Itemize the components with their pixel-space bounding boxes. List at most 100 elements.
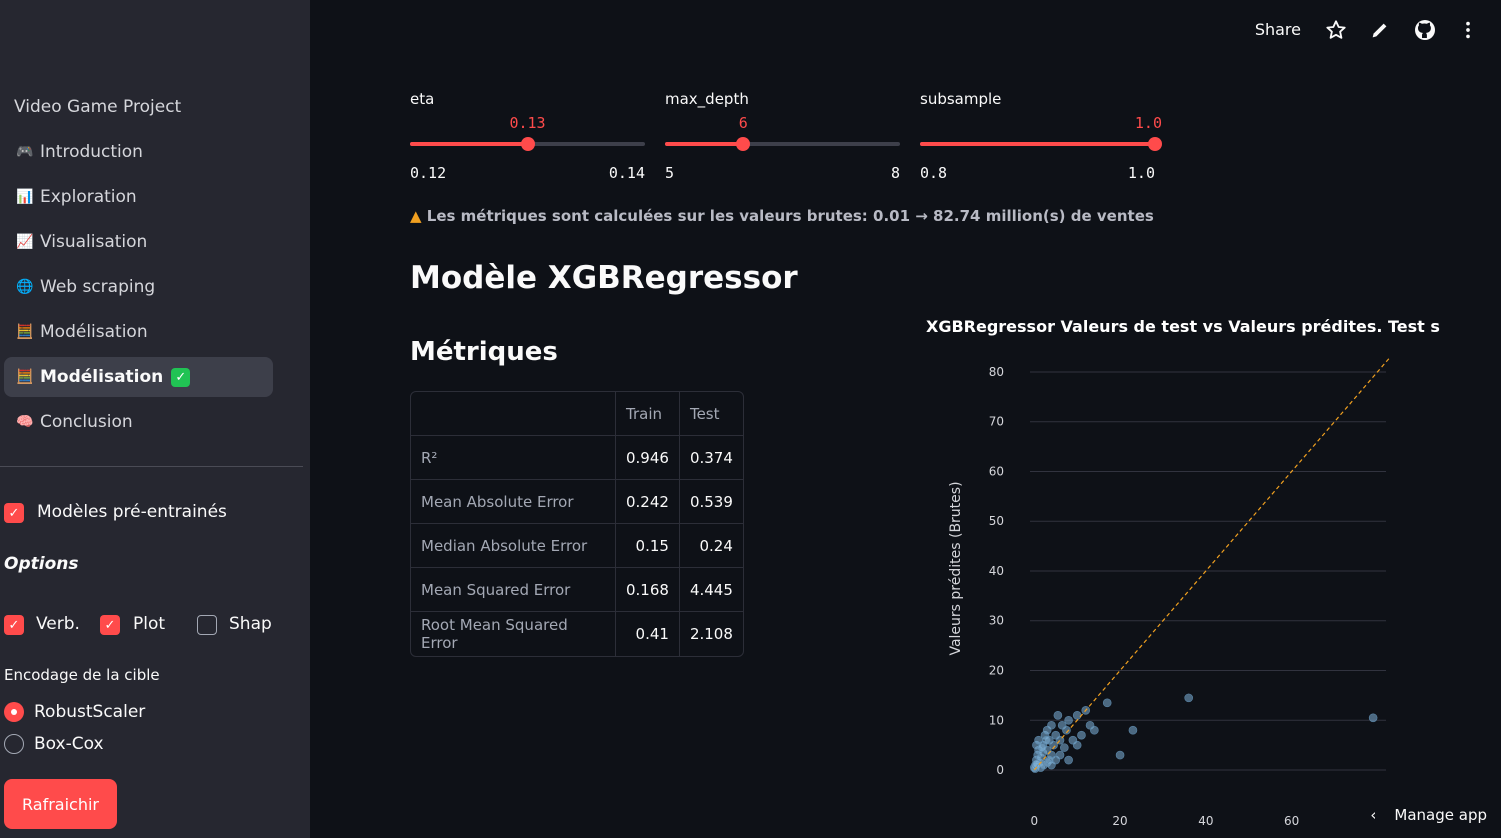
nav-icon: 🌐 [16,279,34,295]
data-point [1060,743,1069,752]
manage-app-button[interactable]: ‹ Manage app [1370,806,1487,824]
sidebar-item-6[interactable]: 🧠 Conclusion [4,402,273,442]
row-label: R² [411,436,616,480]
sidebar-item-2[interactable]: 📈 Visualisation [4,222,273,262]
slider-max: 1.0 [1127,164,1155,182]
cut-off-row [410,52,1110,60]
options-title: Options [4,554,79,574]
row-label: Root Mean Squared Error [411,612,616,656]
sidebar-item-label: Introduction [40,142,143,162]
x-tick-label: 40 [1198,814,1213,828]
sidebar-item-3[interactable]: 🌐 Web scraping [4,267,273,307]
data-point [1041,735,1051,745]
y-tick-label: 60 [989,464,1004,478]
sidebar-item-label: Conclusion [40,412,133,432]
share-button[interactable]: Share [1254,20,1301,39]
data-point [1037,743,1047,752]
refresh-button[interactable]: Rafraichir [4,779,117,829]
train-value: 0.242 [616,480,680,524]
nav-icon: 🧮 [16,324,34,340]
table-header-row: Train Test [411,392,743,436]
verb-checkbox[interactable]: ✓ [4,615,24,635]
sidebar-item-label: Web scraping [40,277,156,297]
star-icon[interactable] [1325,19,1347,41]
sidebar-item-label: Modélisation [40,367,164,387]
slider-min: 0.12 [410,164,447,182]
x-tick-label: 60 [1284,814,1299,828]
sidebar-item-0[interactable]: 🎮 Introduction [4,132,273,172]
slider-thumb[interactable] [520,137,535,151]
nav-icon: 📈 [16,234,34,250]
app-title: Video Game Project [14,97,182,117]
y-axis-label: Valeurs prédites (Brutes) [948,481,964,655]
data-point [1055,750,1065,760]
model-title: Modèle XGBRegressor [410,260,798,296]
train-value: 0.41 [616,612,680,656]
metrics-title: Métriques [410,337,558,367]
slider-thumb[interactable] [736,137,751,151]
chart-title: XGBRegressor Valeurs de test vs Valeurs … [926,317,1440,336]
data-point [1128,725,1138,735]
sidebar-item-5[interactable]: 🧮 Modélisation ✓ [4,357,273,397]
data-point [1368,713,1378,723]
data-point [1077,730,1086,740]
nav-icon: 🎮 [16,144,34,160]
slider-max: 0.14 [608,164,645,182]
test-value: 0.374 [679,436,743,480]
boxcox-radio[interactable] [4,734,24,754]
github-icon[interactable] [1413,18,1437,42]
pretrained-checkbox[interactable]: ✓ [4,503,24,523]
slider-fill [410,142,528,146]
edit-icon[interactable] [1369,19,1391,41]
encoding-label: Encodage de la cible [4,666,160,684]
plot-checkbox[interactable]: ✓ [100,615,120,635]
data-point [1064,715,1073,725]
test-value: 2.108 [689,625,733,643]
metrics-table: Train Test R² 0.946 0.374 Mean Absolute Err… [410,391,744,657]
sidebar-item-1[interactable]: 📊 Exploration [4,177,273,217]
main-content: Share eta 0.13 0.12 0.14 max_depth 6 5 8 subsamp… [310,0,1501,838]
sidebar-item-label: Visualisation [40,232,148,252]
slider-fill [665,142,744,146]
sidebar-item-4[interactable]: 🧮 Modélisation [4,312,273,352]
data-point [1053,710,1063,720]
train-value: 0.15 [616,524,680,568]
pretrained-label: Modèles pré-entrainés [37,502,227,522]
y-tick-label: 40 [989,564,1004,578]
table-row: Mean Squared Error 0.168 4.445 [411,568,743,612]
shap-label: Shap [229,614,272,634]
slider-max: 8 [890,164,900,182]
slider-label: subsample [920,90,1002,108]
data-point [1047,760,1056,770]
data-point [1090,725,1099,735]
scatter-chart: 0 10 20 30 40 50 60 70 80 0 20 40 60 Valeurs prédites… [948,356,1391,828]
y-tick-label: 30 [989,614,1004,628]
train-value: 0.946 [616,436,680,480]
robustscaler-radio[interactable] [4,702,24,722]
sidebar: Video Game Project 🎮 Introduction 📊 Explora… [0,0,310,838]
slider-fill [920,142,1155,146]
row-label: Mean Absolute Error [411,480,616,524]
slider-value: 6 [738,114,748,132]
warning-icon: ▲ [410,207,422,225]
row-label: Mean Squared Error [411,568,616,612]
table-row: Mean Absolute Error 0.242 0.539 [411,480,743,524]
warning-message: ▲ Les métriques sont calculées sur les v… [410,207,1154,225]
y-tick-label: 0 [996,763,1004,777]
header-test: Test [679,392,743,436]
shap-checkbox[interactable] [197,615,217,635]
slider-min: 0.8 [920,164,948,182]
slider-value: 0.13 [509,114,546,132]
sidebar-item-label: Modélisation [40,322,148,342]
slider-thumb[interactable] [1148,137,1162,151]
slider-label: eta [410,90,435,108]
nav-icon: 🧠 [16,414,34,430]
y-tick-label: 80 [989,365,1004,379]
y-tick-label: 50 [989,514,1004,528]
table-row: Median Absolute Error 0.15 0.24 [411,524,743,568]
verb-label: Verb. [36,614,80,634]
more-menu-icon[interactable] [1457,19,1479,41]
test-value: 4.445 [679,568,743,612]
nav-icon: 📊 [16,189,34,205]
slider-track[interactable] [665,142,900,146]
